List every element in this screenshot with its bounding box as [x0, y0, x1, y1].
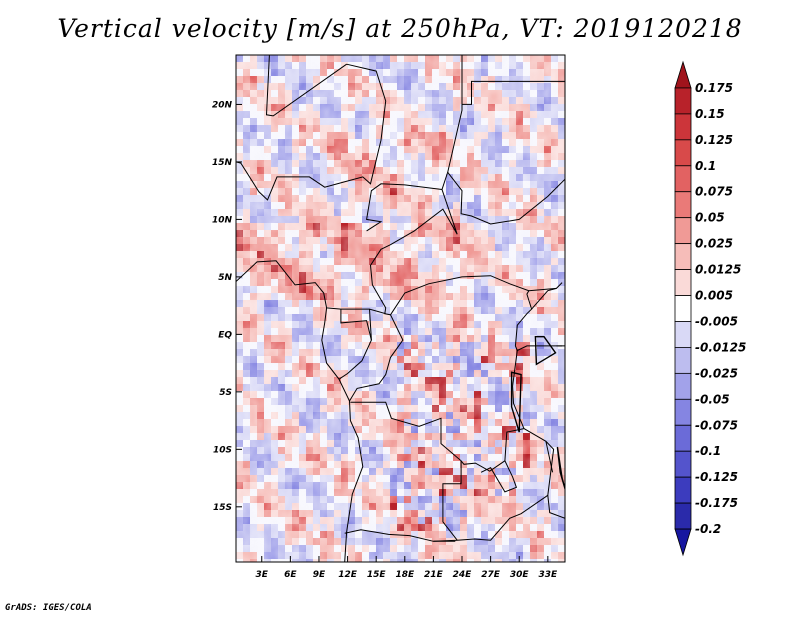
y-tick-label: 5S: [219, 388, 232, 398]
border-line: [236, 260, 364, 562]
colorbar-label: -0.005: [695, 314, 738, 328]
colorbar-label: -0.025: [695, 366, 738, 380]
x-tick-label: 15E: [367, 570, 387, 580]
colorbar-swatch: [674, 372, 692, 400]
border-line: [447, 171, 565, 225]
x-tick-label: 30E: [510, 570, 530, 580]
colorbar-swatch: [674, 243, 692, 270]
colorbar-swatch: [674, 450, 692, 478]
colorbar-swatch: [674, 476, 692, 504]
border-line: [344, 529, 456, 542]
border-line: [369, 55, 557, 316]
lake-outline: [556, 446, 565, 492]
colorbar-label: 0.15: [695, 107, 725, 121]
colorbar-swatch: [674, 191, 692, 219]
colorbar-label: 0.025: [695, 237, 733, 251]
colorbar-swatch: [674, 398, 692, 426]
colorbar-swatch: [674, 321, 692, 348]
y-tick-label: 10N: [212, 215, 233, 225]
lake-outline: [534, 336, 557, 366]
border-line: [326, 307, 386, 315]
border-line: [545, 441, 554, 473]
border-line: [442, 460, 462, 541]
y-tick-label: 15N: [212, 158, 233, 168]
colorbar-label: 0.0125: [695, 263, 741, 277]
border-line: [350, 401, 518, 493]
x-axis: 3E 6E 9E 12E 15E 18E 21E 24E 27E 30E 33E: [256, 556, 558, 580]
colorbar-label: -0.0125: [695, 340, 746, 354]
colorbar-swatch: [674, 165, 692, 193]
colorbar-label: -0.05: [695, 392, 730, 406]
border-line: [462, 80, 565, 105]
y-tick-label: 5N: [218, 273, 232, 283]
x-tick-label: 21E: [424, 570, 444, 580]
border-line: [531, 282, 563, 310]
colorbar-label: -0.175: [695, 496, 738, 510]
x-tick-label: 27E: [481, 570, 501, 580]
colorbar: 0.175 0.15 0.125 0.1 0.075 0.05 0.025 0.0125 0.0…: [674, 60, 746, 557]
border-line: [349, 314, 404, 402]
border-line: [236, 63, 387, 201]
y-axis: 20N 15N 10N 5N EQ 5S 10S 15S: [212, 100, 242, 513]
colorbar-label: -0.075: [695, 418, 738, 432]
border-line: [369, 309, 372, 341]
colorbar-swatch: [674, 113, 692, 141]
colorbar-label: 0.075: [695, 185, 733, 199]
colorbar-swatch: [674, 87, 692, 115]
x-tick-label: 33E: [538, 570, 558, 580]
lake-outline: [510, 371, 522, 433]
colorbar-swatch: [674, 424, 692, 452]
x-tick-label: 6E: [284, 570, 297, 580]
border-line: [504, 290, 533, 461]
y-tick-label: EQ: [218, 330, 232, 340]
border-line: [547, 495, 565, 519]
country-borders: [236, 55, 565, 562]
colorbar-label: 0.005: [695, 289, 733, 303]
colorbar-swatch: [674, 502, 692, 530]
colorbar-label: 0.175: [695, 81, 733, 95]
chart-title: Vertical velocity [m/s] at 250hPa, VT: 2…: [57, 14, 743, 43]
x-tick-label: 24E: [453, 570, 473, 580]
x-tick-label: 18E: [395, 570, 415, 580]
colorbar-swatch: [674, 269, 692, 296]
colorbar-label: -0.2: [695, 522, 721, 536]
colorbar-swatch: [674, 139, 692, 167]
colorbar-label: 0.05: [695, 211, 725, 225]
border-line: [366, 183, 443, 232]
grads-credit: GrADS: IGES/COLA: [5, 603, 92, 613]
colorbar-label: 0.125: [695, 133, 733, 147]
colorbar-swatch: [674, 60, 692, 89]
colorbar-swatch: [674, 347, 692, 374]
colorbar-swatch: [674, 217, 692, 245]
colorbar-label: -0.125: [695, 470, 738, 484]
y-tick-label: 15S: [213, 503, 232, 513]
colorbar-label: 0.1: [695, 159, 716, 173]
colorbar-label: -0.1: [695, 444, 721, 458]
border-line: [433, 428, 555, 542]
map-texture: [236, 55, 565, 562]
colorbar-swatch: [674, 528, 692, 557]
x-tick-label: 12E: [338, 570, 358, 580]
x-tick-label: 3E: [256, 570, 269, 580]
y-tick-label: 20N: [212, 100, 233, 110]
border-line: [265, 55, 347, 117]
y-tick-label: 10S: [213, 445, 232, 455]
x-tick-label: 9E: [313, 570, 326, 580]
map-frame: [235, 54, 566, 563]
colorbar-swatch: [674, 295, 692, 322]
